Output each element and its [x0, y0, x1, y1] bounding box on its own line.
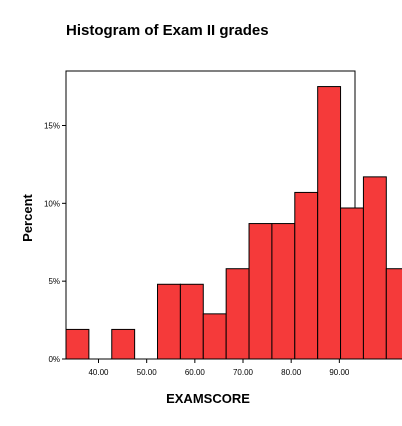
x-tick-label: 70.00 — [233, 368, 254, 377]
histogram-bar — [111, 328, 136, 360]
histogram-bar — [248, 223, 273, 360]
histogram-bar — [65, 328, 90, 360]
y-tick-label: 5% — [48, 277, 60, 286]
histogram-bar — [362, 176, 387, 360]
y-axis-label: Percent — [20, 193, 35, 241]
chart-title: Histogram of Exam II grades — [66, 22, 269, 39]
bars-group — [65, 86, 402, 360]
histogram-bar — [385, 268, 402, 360]
x-axis: 40.00 50.00 60.00 70.00 80.00 90.00 — [88, 359, 350, 377]
x-tick-label: 80.00 — [281, 368, 302, 377]
histogram-bar — [271, 223, 296, 360]
histogram-bar — [317, 86, 342, 360]
y-tick-label: 10% — [44, 199, 60, 208]
x-tick-label: 90.00 — [329, 368, 350, 377]
x-tick-label: 60.00 — [185, 368, 206, 377]
histogram-bar — [202, 313, 227, 360]
y-tick-label: 0% — [48, 355, 60, 364]
histogram-bar — [225, 268, 250, 360]
histogram-bar — [340, 207, 364, 360]
x-axis-label: EXAMSCORE — [166, 391, 250, 406]
histogram-bar — [157, 283, 181, 360]
y-tick-label: 15% — [44, 121, 60, 130]
x-tick-label: 40.00 — [88, 368, 109, 377]
histogram-bar — [294, 191, 319, 360]
y-axis: 0% 5% 10% 15% — [44, 121, 66, 364]
x-tick-label: 50.00 — [137, 368, 158, 377]
histogram-bar — [179, 283, 204, 360]
